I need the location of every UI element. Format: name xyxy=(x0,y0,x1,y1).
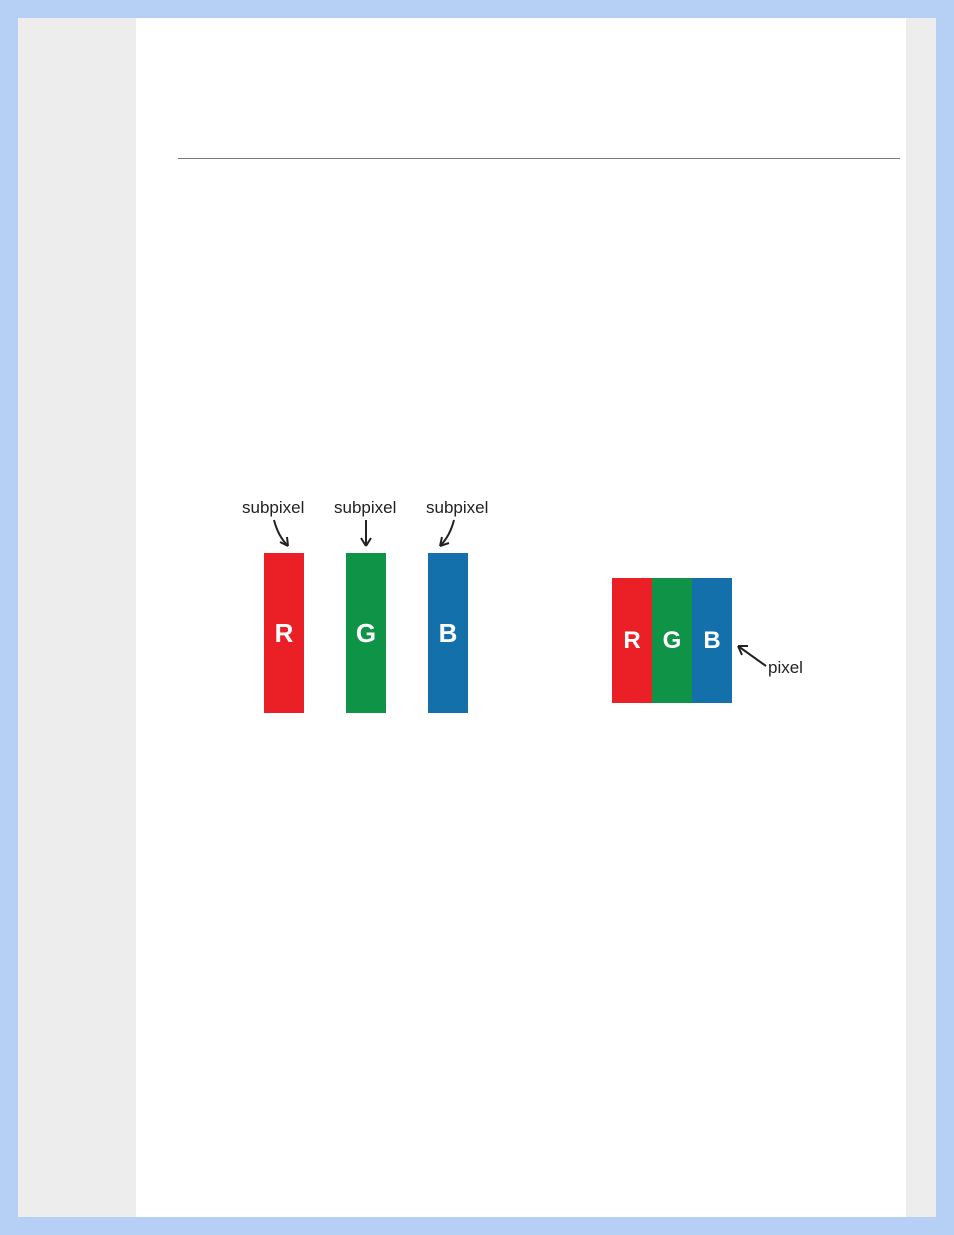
mid-frame: subpixel R subpixel G subpixel xyxy=(18,18,936,1217)
pixel-bar-g: G xyxy=(652,578,692,703)
pixel-bar-b: B xyxy=(692,578,732,703)
document-page: subpixel R subpixel G subpixel xyxy=(136,18,918,1217)
subpixel-letter: G xyxy=(356,618,376,648)
arrow-down-icon xyxy=(358,518,378,552)
page-right-edge xyxy=(906,18,918,1217)
subpixel-bar-b: B xyxy=(428,553,468,713)
rgb-subpixel-diagram: subpixel R subpixel G subpixel xyxy=(136,498,918,758)
subpixel-label-b: subpixel xyxy=(426,498,488,518)
subpixel-bar-r: R xyxy=(264,553,304,713)
pixel-letter: G xyxy=(663,627,682,654)
pixel-bar-r: R xyxy=(612,578,652,703)
subpixel-label-r: subpixel xyxy=(242,498,304,518)
subpixel-letter: R xyxy=(275,618,294,648)
subpixel-bar-g: G xyxy=(346,553,386,713)
arrow-left-icon xyxy=(732,638,772,672)
pixel-letter: B xyxy=(703,627,720,654)
subpixel-label-g: subpixel xyxy=(334,498,396,518)
arrow-down-icon xyxy=(432,518,462,552)
outer-frame: subpixel R subpixel G subpixel xyxy=(0,0,954,1235)
arrow-down-icon xyxy=(270,518,300,552)
subpixel-letter: B xyxy=(439,618,458,648)
horizontal-rule xyxy=(178,158,900,159)
pixel-letter: R xyxy=(623,627,640,654)
pixel-label: pixel xyxy=(768,658,803,678)
